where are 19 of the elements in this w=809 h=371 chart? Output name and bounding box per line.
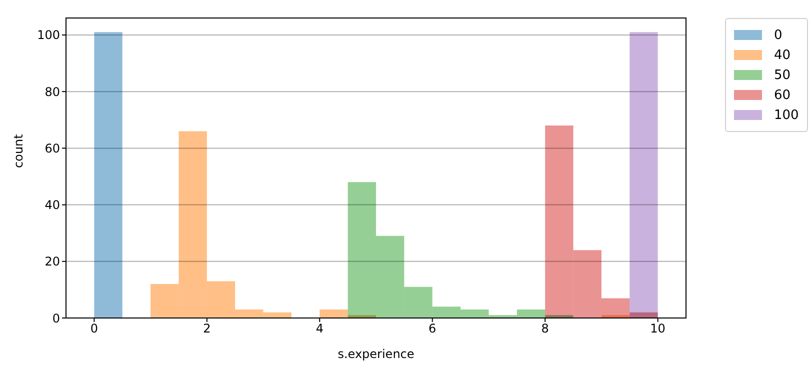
x-tick-label: 10	[650, 322, 666, 336]
y-tick-label: 20	[44, 254, 60, 269]
y-axis-title: count	[11, 134, 26, 168]
legend-label: 0	[774, 28, 782, 42]
y-tick-label: 80	[44, 84, 60, 99]
legend-label: 60	[774, 88, 791, 102]
y-tick-label: 60	[44, 141, 60, 156]
x-tick-label: 8	[541, 322, 549, 336]
x-tick-label: 4	[316, 322, 324, 336]
y-tick-label: 0	[52, 311, 60, 326]
legend-label: 40	[774, 48, 791, 62]
y-tick-label: 40	[44, 198, 60, 212]
x-tick-label: 6	[428, 322, 436, 336]
x-tick-label: 0	[90, 322, 98, 336]
x-tick-label: 2	[203, 322, 211, 336]
legend-label: 50	[774, 68, 791, 82]
x-axis-title: s.experience	[338, 347, 414, 361]
y-tick-label: 100	[37, 28, 60, 42]
legend-label: 100	[774, 108, 799, 122]
